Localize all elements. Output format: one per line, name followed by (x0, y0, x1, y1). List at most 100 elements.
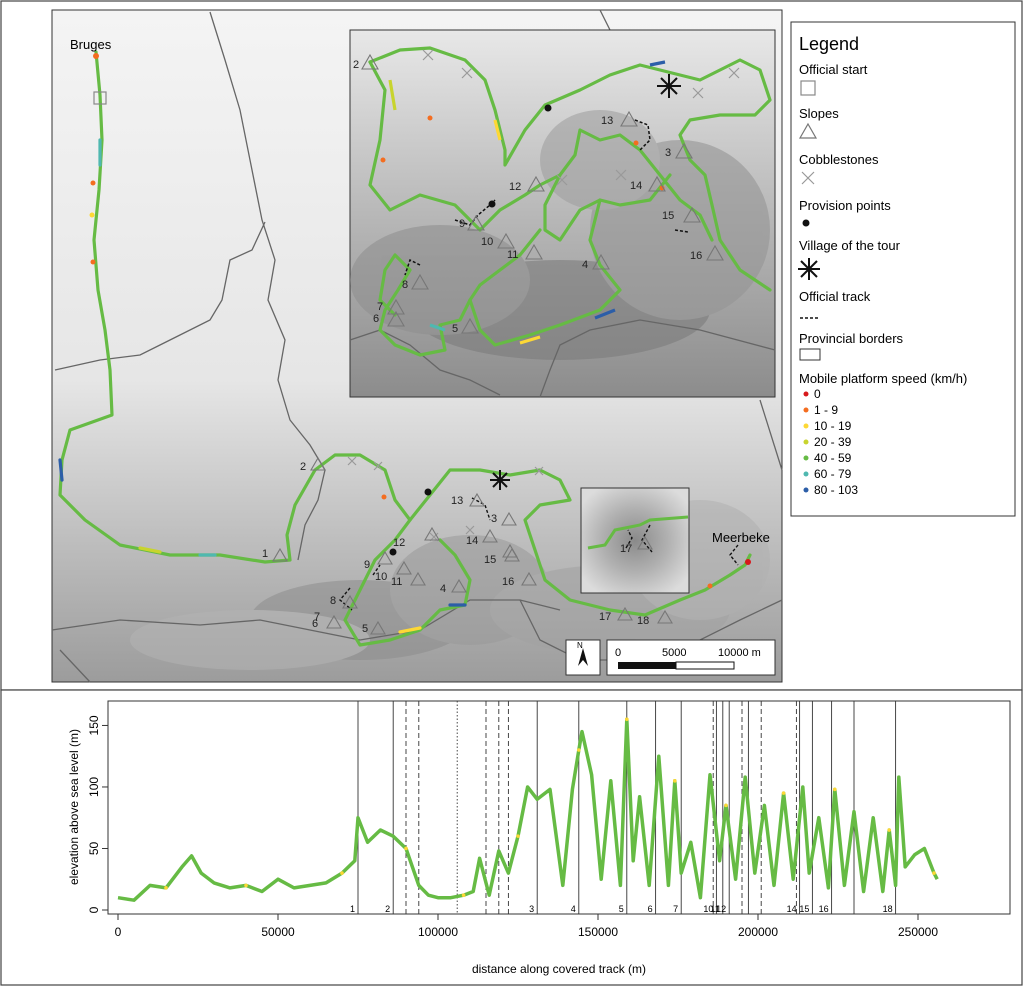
elevation-point (516, 834, 520, 838)
legend-triangle-icon (798, 122, 818, 139)
speed-class-label: 1 - 9 (814, 403, 838, 417)
slope-marker-label: 14 (787, 904, 797, 914)
slope-markers-main (272, 456, 673, 635)
slope-marker-label: 15 (799, 904, 809, 914)
x-tick-label: 0 (115, 925, 122, 939)
slope-label: 11 (391, 576, 402, 588)
elevation-point (781, 791, 786, 795)
village-of-the-tour-marker (490, 470, 510, 490)
legend-title: Legend (799, 34, 859, 54)
slope-marker-label: 11 (710, 904, 719, 914)
elevation-point (461, 893, 466, 898)
slope-label: 4 (440, 583, 446, 595)
slope-label: 5 (362, 623, 368, 635)
legend-cross-icon (801, 171, 815, 185)
speed-class-dot (803, 471, 809, 477)
provision-point (389, 548, 397, 556)
speed-class-label: 0 (814, 387, 821, 401)
speed-dots-main (89, 53, 751, 589)
slope-label: 8 (330, 595, 336, 607)
slope-label: 3 (491, 513, 497, 525)
inset-slope-label: 10 (481, 236, 493, 248)
slope-label: 7 (314, 611, 320, 623)
slope-marker-label: 12 (716, 904, 726, 914)
elevation-point (724, 803, 728, 808)
y-tick-label: 150 (87, 715, 101, 735)
inset-slope-label: 15 (662, 210, 674, 222)
slope-marker-label: 2 (385, 904, 390, 914)
legend-label-village: Village of the tour (799, 238, 901, 253)
inset-slope-label: 13 (601, 115, 613, 127)
inset-slope-label: 14 (630, 180, 642, 192)
slope-marker-label: 18 (883, 904, 893, 914)
scale-tick-0: 0 (615, 647, 621, 659)
slope-marker-label: 6 (648, 904, 653, 914)
legend-border-icon (799, 348, 821, 361)
inset-slope-17: 17 (580, 487, 690, 594)
speed-class-label: 60 - 79 (814, 467, 852, 481)
x-tick-label: 250000 (898, 925, 938, 939)
speed-class-dot (803, 455, 809, 461)
slope-marker-label: 3 (529, 904, 534, 914)
elevation-point (404, 846, 408, 851)
chart-axes: 0 50000 100000 150000 200000 250000 0 50 100 150 (87, 715, 938, 939)
legend-label-provincial-borders: Provincial borders (799, 331, 904, 346)
elevation-point (164, 886, 168, 890)
zoom-inset-map: 2 3 4 5 6 7 8 9 10 11 12 13 14 15 16 (349, 29, 776, 398)
inset-slope-label: 2 (353, 59, 359, 71)
x-tick-label: 50000 (261, 925, 295, 939)
legend-square-icon (800, 80, 816, 96)
slope-label: 15 (484, 554, 496, 566)
city-label-meerbeke: Meerbeke (712, 530, 770, 545)
elevation-point (625, 717, 629, 722)
north-label: N (577, 641, 583, 650)
legend-dot-icon (802, 219, 810, 227)
elevation-point (833, 787, 837, 792)
elevation-series-line (117, 717, 939, 902)
speed-class-label: 20 - 39 (814, 435, 852, 449)
slope-marker-label: 4 (571, 904, 576, 914)
main-official-track (339, 497, 739, 611)
y-axis-label: elevation above sea level (m) (67, 729, 81, 885)
scale-bar: 0 5000 10000 m (606, 639, 776, 676)
legend-label-official-track: Official track (799, 289, 871, 304)
chart-plot-area (107, 700, 1011, 915)
inset-slope-label: 9 (459, 218, 465, 230)
speed-class-label: 40 - 59 (814, 451, 852, 465)
slope-label: 1 (262, 548, 268, 560)
x-tick-label: 200000 (738, 925, 778, 939)
speed-class-label: 80 - 103 (814, 483, 858, 497)
legend-label-cobblestones: Cobblestones (799, 152, 879, 167)
inset-slope-label: 8 (402, 279, 408, 291)
legend-label-slopes: Slopes (799, 106, 839, 121)
inset-slope-label: 3 (665, 147, 671, 159)
x-tick-label: 100000 (418, 925, 458, 939)
inset2-slope-label: 17 (620, 543, 632, 555)
y-tick-label: 50 (87, 841, 101, 855)
elevation-point (887, 828, 891, 832)
inset-slope-label: 16 (690, 250, 702, 262)
x-axis-label: distance along covered track (m) (472, 962, 646, 976)
slope-marker-label: 7 (673, 904, 678, 914)
inset-slope-label: 6 (373, 313, 379, 325)
inset-slope-label: 5 (452, 323, 458, 335)
speed-class-dot (803, 391, 809, 397)
north-arrow: N (565, 639, 601, 676)
slope-marker-label: 10 (703, 904, 713, 914)
slope-marker-label: 5 (619, 904, 624, 914)
city-label-bruges: Bruges (70, 37, 112, 52)
speed-class-label: 10 - 19 (814, 419, 852, 433)
scale-tick-5000: 5000 (662, 647, 686, 659)
slope-label: 16 (502, 576, 514, 588)
slope-marker-label: 1 (350, 904, 355, 914)
elevation-point (673, 779, 677, 783)
x-tick-label: 150000 (578, 925, 618, 939)
scale-tick-10000: 10000 m (718, 647, 761, 659)
cobblestones-main (347, 456, 544, 542)
slope-label: 12 (393, 537, 405, 549)
inset-slope-label: 4 (582, 259, 588, 271)
legend-label-speed: Mobile platform speed (km/h) (799, 371, 967, 386)
legend-label-provision-points: Provision points (799, 198, 891, 213)
